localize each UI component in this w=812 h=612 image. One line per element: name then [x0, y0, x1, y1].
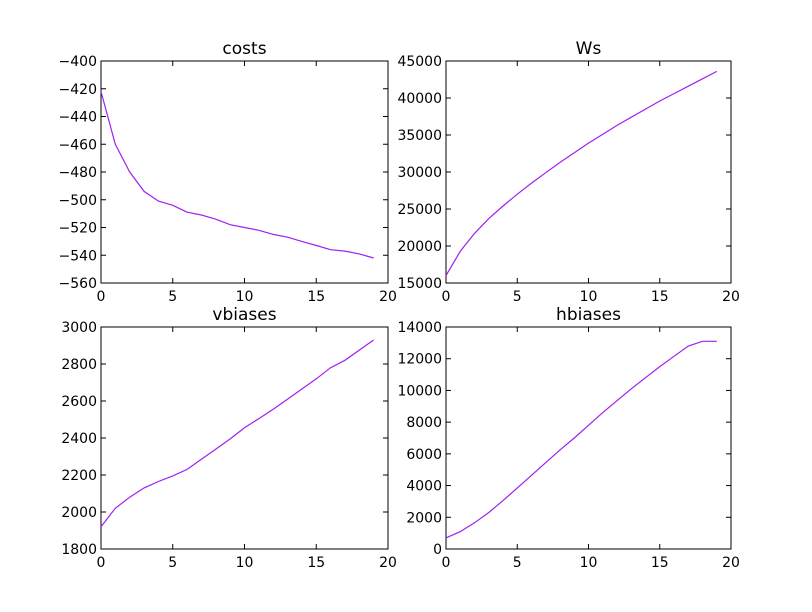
x-tick-label-costs: 15	[307, 289, 325, 305]
y-tick-label-hbiases: 14000	[397, 320, 442, 336]
y-tick-label-hbiases: 10000	[397, 383, 442, 399]
chart-vbiases: vbiases 0 5 10 15 20 1800 2000 2200 2400 2600 2800 3…	[61, 305, 397, 571]
x-tick-label-costs: 20	[379, 289, 397, 305]
y-tick-label-hbiases: 12000	[397, 352, 442, 368]
x-tick-label-vbiases: 20	[379, 555, 397, 571]
series-line-vbiases	[100, 339, 374, 528]
x-tick-label-hbiases: 20	[722, 555, 740, 571]
x-tick-label-ws: 10	[580, 289, 598, 305]
y-tick-label-ws: 30000	[397, 165, 442, 181]
x-tick-label-hbiases: 10	[580, 555, 598, 571]
y-tick-label-vbiases: 1800	[61, 542, 97, 558]
y-tick-label-hbiases: 0	[433, 542, 442, 558]
chart-title-ws: Ws	[576, 39, 602, 59]
y-tick-label-costs: −560	[59, 276, 97, 292]
x-tick-label-hbiases: 5	[513, 555, 522, 571]
plot-frame-ws	[445, 60, 732, 284]
y-tick-label-costs: −540	[59, 248, 97, 264]
y-tick-label-ws: 15000	[397, 276, 442, 292]
chart-hbiases: hbiases 0 5 10 15 20 0 2000 4000 6000 8000 10000 120…	[397, 305, 739, 571]
chart-title-vbiases: vbiases	[212, 305, 276, 325]
x-tick-label-costs: 5	[168, 289, 177, 305]
y-tick-label-ws: 25000	[397, 202, 442, 218]
x-tick-label-ws: 0	[442, 289, 451, 305]
x-tick-label-ws: 5	[513, 289, 522, 305]
x-tick-label-hbiases: 0	[442, 555, 451, 571]
y-tick-label-ws: 40000	[397, 91, 442, 107]
y-tick-label-hbiases: 6000	[406, 447, 442, 463]
series-line-costs	[100, 91, 374, 259]
chart-title-hbiases: hbiases	[556, 305, 621, 325]
y-tick-label-costs: −420	[59, 82, 97, 98]
x-tick-label-costs: 10	[236, 289, 254, 305]
y-tick-label-vbiases: 2000	[61, 505, 97, 521]
x-tick-label-vbiases: 0	[97, 555, 106, 571]
x-tick-label-vbiases: 10	[236, 555, 254, 571]
series-line-hbiases	[445, 340, 717, 539]
x-tick-label-vbiases: 5	[168, 555, 177, 571]
y-tick-label-vbiases: 2800	[61, 357, 97, 373]
y-tick-label-costs: −500	[59, 193, 97, 209]
y-tick-label-costs: −460	[59, 137, 97, 153]
y-tick-label-hbiases: 8000	[406, 415, 442, 431]
y-tick-label-vbiases: 2200	[61, 468, 97, 484]
y-tick-label-costs: −520	[59, 221, 97, 237]
y-tick-label-costs: −440	[59, 110, 97, 126]
y-tick-label-vbiases: 2400	[61, 431, 97, 447]
x-tick-label-costs: 0	[97, 289, 106, 305]
plot-frame-hbiases	[445, 326, 732, 550]
chart-title-costs: costs	[222, 39, 266, 59]
chart-costs: costs 0 5 10 15 20 −560 −540 −520 −500 −480 −460 −44…	[59, 39, 397, 305]
x-tick-label-vbiases: 15	[307, 555, 325, 571]
y-tick-label-costs: −480	[59, 165, 97, 181]
y-tick-label-ws: 35000	[397, 128, 442, 144]
x-tick-label-ws: 20	[722, 289, 740, 305]
series-line-ws	[445, 70, 718, 276]
y-tick-label-costs: −400	[59, 54, 97, 70]
y-tick-label-ws: 45000	[397, 54, 442, 70]
y-tick-label-hbiases: 4000	[406, 479, 442, 495]
y-tick-label-vbiases: 3000	[61, 320, 97, 336]
x-tick-label-ws: 15	[651, 289, 669, 305]
y-tick-label-hbiases: 2000	[406, 510, 442, 526]
plot-frame-costs	[100, 60, 389, 284]
y-tick-label-vbiases: 2600	[61, 394, 97, 410]
chart-ws: Ws 0 5 10 15 20 15000 20000 25000 30000 35000 40000…	[397, 39, 739, 305]
x-tick-label-hbiases: 15	[651, 555, 669, 571]
y-tick-label-ws: 20000	[397, 239, 442, 255]
